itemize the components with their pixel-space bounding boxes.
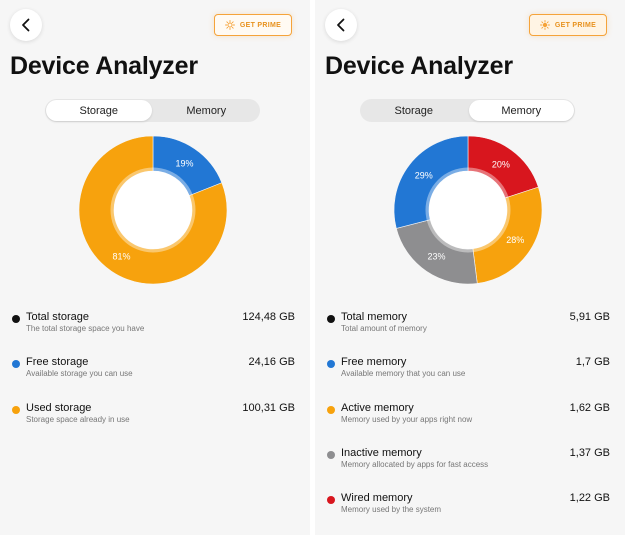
donut-hole (114, 171, 192, 249)
tab-memory[interactable]: Memory (186, 104, 227, 117)
storage-legend: Total storage The total storage space you… (10, 311, 295, 447)
slice-label: 19% (175, 159, 193, 169)
legend-description: Memory allocated by apps for fast access (341, 459, 489, 469)
legend-title: Active memory (341, 401, 414, 414)
legend-dot (12, 360, 20, 369)
back-button[interactable] (325, 9, 357, 41)
chevron-left-icon (22, 18, 30, 32)
legend-item: Used storage Storage space already in use… (10, 402, 295, 447)
legend-title: Wired memory (341, 492, 413, 505)
legend-description: Memory used by your apps right now (341, 414, 473, 424)
get-prime-button[interactable]: GET PRIME (214, 14, 292, 36)
legend-dot (327, 315, 335, 323)
slice-label: 81% (112, 251, 130, 261)
page-title: Device Analyzer (10, 52, 198, 80)
legend-title: Inactive memory (341, 446, 422, 459)
legend-description: Available storage you can use (26, 369, 133, 379)
tab-memory[interactable]: Memory (468, 100, 574, 121)
donut-hole (429, 171, 507, 249)
legend-dot (327, 360, 335, 369)
legend-description: Total amount of memory (341, 324, 427, 333)
legend-value: 1,22 GB (569, 492, 610, 505)
slice-label: 28% (506, 235, 524, 245)
legend-title: Free storage (26, 356, 89, 369)
legend-item: Free memory Available memory that you can… (325, 356, 610, 401)
storage-screen: GET PRIME Device Analyzer Storage Memory… (0, 0, 310, 535)
legend-title: Used storage (26, 401, 92, 414)
slice-label: 29% (415, 171, 433, 181)
chevron-left-icon (337, 18, 345, 32)
legend-description: Storage space already in use (26, 414, 130, 424)
legend-item: Wired memory Memory used by the system 1,2… (325, 492, 610, 535)
memory-screen: GET PRIME Device Analyzer Storage Memory… (315, 0, 625, 535)
legend-item: Inactive memory Memory allocated by apps … (325, 447, 610, 492)
storage-donut-chart: 19% 81% (78, 135, 228, 285)
back-button[interactable] (10, 9, 42, 41)
legend-dot (12, 405, 20, 414)
tab-storage[interactable]: Storage (46, 100, 152, 121)
legend-value: 100,31 GB (242, 401, 295, 414)
legend-value: 5,91 GB (569, 311, 610, 323)
legend-description: Available memory that you can use (341, 369, 466, 379)
legend-value: 1,7 GB (575, 356, 610, 369)
legend-description: Memory used by the system (341, 505, 442, 515)
sun-icon (539, 20, 550, 30)
legend-title: Total memory (341, 311, 408, 323)
legend-item: Total storage The total storage space you… (10, 311, 295, 356)
legend-item: Active memory Memory used by your apps ri… (325, 402, 610, 447)
legend-dot (327, 450, 335, 459)
sun-icon (224, 20, 235, 30)
get-prime-label: GET PRIME (239, 21, 282, 29)
legend-value: 24,16 GB (248, 356, 295, 369)
legend-dot (327, 496, 335, 505)
get-prime-label: GET PRIME (554, 21, 597, 29)
legend-title: Free memory (341, 356, 407, 369)
legend-dot (327, 405, 335, 414)
segmented-control: Storage Memory (360, 99, 575, 122)
segmented-control: Storage Memory (45, 99, 260, 122)
slice-label: 20% (492, 160, 510, 170)
legend-title: Total storage (26, 311, 89, 323)
legend-value: 1,62 GB (569, 401, 610, 414)
legend-description: The total storage space you have (26, 324, 145, 333)
slice-label: 23% (427, 251, 445, 261)
memory-donut-chart: 20% 28% 23% 29% (393, 135, 543, 285)
legend-value: 1,37 GB (569, 446, 610, 459)
get-prime-button[interactable]: GET PRIME (529, 14, 607, 36)
page-title: Device Analyzer (325, 52, 513, 80)
legend-dot (12, 315, 20, 323)
tab-storage[interactable]: Storage (394, 104, 434, 117)
legend-item: Total memory Total amount of memory 5,91 G… (325, 311, 610, 356)
memory-legend: Total memory Total amount of memory 5,91 G… (325, 311, 610, 535)
legend-item: Free storage Available storage you can us… (10, 356, 295, 401)
legend-value: 124,48 GB (242, 311, 295, 323)
